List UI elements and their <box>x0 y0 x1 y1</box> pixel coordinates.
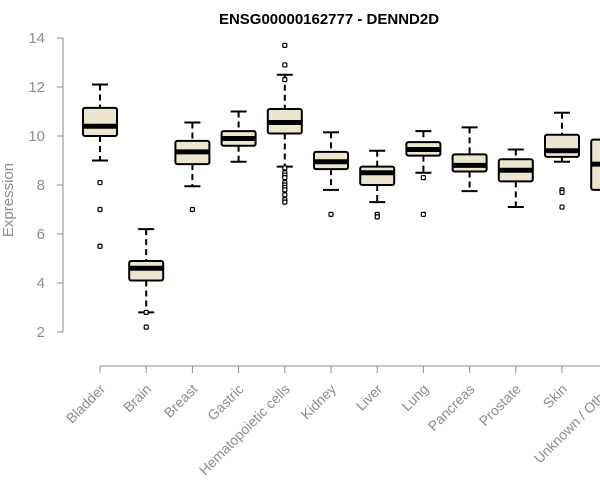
box-body <box>359 165 396 186</box>
y-tick-label: 14 <box>28 30 45 47</box>
y-tick-label: 8 <box>37 177 45 194</box>
y-tick-label: 6 <box>37 226 45 243</box>
outlier-point <box>559 189 565 195</box>
box-11 <box>590 138 600 191</box>
x-tick-label: Skin <box>540 381 571 412</box>
y-axis-label: Expression <box>0 163 17 237</box>
outlier-point <box>97 206 103 213</box>
box-7 <box>405 130 442 217</box>
box-body <box>82 106 118 137</box>
box-10 <box>544 111 580 210</box>
y-tick-label: 4 <box>37 275 45 292</box>
x-tick-label: Lung <box>398 381 431 414</box>
outlier-point <box>559 204 565 210</box>
outlier-point <box>282 175 288 181</box>
x-tick-label: Bladder <box>63 381 109 427</box>
outlier-point <box>143 324 149 330</box>
outlier-point <box>282 187 288 193</box>
box-8 <box>451 126 488 193</box>
outlier-point <box>282 192 288 198</box>
x-tick-label: Prostate <box>476 381 524 429</box>
outlier-point <box>97 243 103 249</box>
x-tick-label: Brain <box>120 381 154 415</box>
box-0 <box>82 83 118 249</box>
box-body <box>544 133 580 158</box>
x-tick-label: Breast <box>161 381 201 421</box>
box-3 <box>220 110 257 163</box>
outlier-point <box>420 175 426 181</box>
x-tick-label: Kidney <box>298 381 340 423</box>
x-tick-label: Gastric <box>204 381 247 424</box>
box-5 <box>313 131 349 217</box>
box-9 <box>497 148 534 209</box>
outlier-point <box>282 42 288 48</box>
y-tick-label: 12 <box>28 79 45 96</box>
outlier-point <box>97 179 103 186</box>
y-tick-label: 2 <box>37 324 45 341</box>
x-tick-label: Liver <box>353 381 386 414</box>
outlier-point <box>189 206 195 213</box>
x-tick-label: Hematopoietic cells <box>196 381 293 478</box>
outlier-point <box>143 309 149 315</box>
outlier-point <box>420 211 426 217</box>
box-2 <box>174 121 211 213</box>
outlier-point <box>282 77 288 83</box>
chart-title: ENSG00000162777 - DENND2D <box>219 11 439 28</box>
outlier-point <box>282 62 288 68</box>
box-4 <box>266 42 303 205</box>
y-axis: 2 4 6 8 10 12 14 <box>28 30 64 341</box>
y-tick-label: 10 <box>28 128 45 145</box>
outlier-point <box>374 214 380 220</box>
outlier-point <box>282 165 288 171</box>
box-6 <box>359 149 396 220</box>
box-1 <box>128 228 165 330</box>
x-tick-label: Pancreas <box>425 381 478 434</box>
outlier-point <box>282 199 288 205</box>
boxes <box>82 42 600 330</box>
outlier-point <box>328 211 334 217</box>
